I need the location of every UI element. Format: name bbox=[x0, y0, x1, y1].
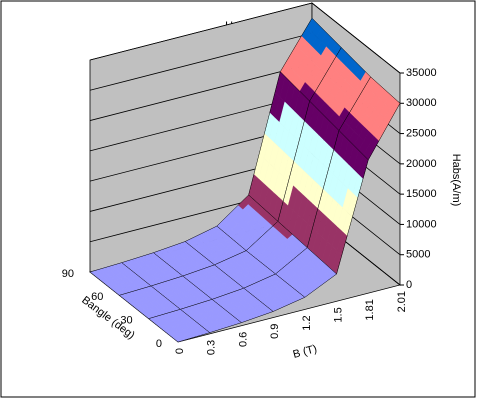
y-tick-label: 5000 bbox=[406, 249, 430, 261]
surface-cell bbox=[279, 17, 342, 102]
surface-cell-edge bbox=[148, 309, 211, 343]
x-tick-label: 0 bbox=[174, 348, 186, 354]
surface-cell bbox=[121, 252, 184, 287]
depth-tick-label: 30 bbox=[120, 315, 132, 327]
depth-tick-label: 0 bbox=[156, 338, 162, 350]
grid-line bbox=[89, 2, 401, 74]
x-tick-label: 0.6 bbox=[237, 332, 249, 347]
y-tick-label: 30000 bbox=[406, 97, 437, 109]
surface-cell bbox=[182, 264, 245, 300]
surface-cell bbox=[216, 194, 279, 251]
surface-cell bbox=[179, 299, 242, 333]
surface-cell bbox=[213, 250, 277, 289]
surface-cell bbox=[243, 273, 306, 312]
x-tick-label: 2.01 bbox=[396, 291, 408, 312]
y-axis-title: Habs(A/m) bbox=[450, 154, 462, 207]
y-tick-label: 10000 bbox=[406, 218, 437, 230]
y-tick-label: 35000 bbox=[406, 67, 437, 79]
y-tick-label: 25000 bbox=[406, 127, 437, 139]
depth-tick-label: 90 bbox=[62, 268, 74, 280]
x-tick-label: 0.3 bbox=[206, 340, 218, 355]
depth-tick-label: 60 bbox=[91, 291, 103, 303]
y-tick-label: 15000 bbox=[406, 188, 437, 200]
x-tick-label: 1.2 bbox=[301, 315, 313, 330]
surface-cell bbox=[248, 71, 310, 222]
x-tick-label: 1.5 bbox=[332, 307, 344, 322]
surface-cell bbox=[150, 275, 213, 310]
x-tick-label: 1.81 bbox=[364, 299, 376, 320]
y-tick-label: 0 bbox=[406, 279, 412, 291]
surface-cell bbox=[148, 309, 211, 343]
surface-cell bbox=[306, 130, 369, 275]
surface-cell bbox=[118, 285, 181, 319]
surface-cell bbox=[211, 287, 274, 323]
surface-cell bbox=[184, 225, 247, 266]
surface-cell bbox=[277, 100, 340, 249]
x-tick-label: 0.9 bbox=[269, 324, 281, 339]
y-tick-label: 20000 bbox=[406, 158, 437, 170]
